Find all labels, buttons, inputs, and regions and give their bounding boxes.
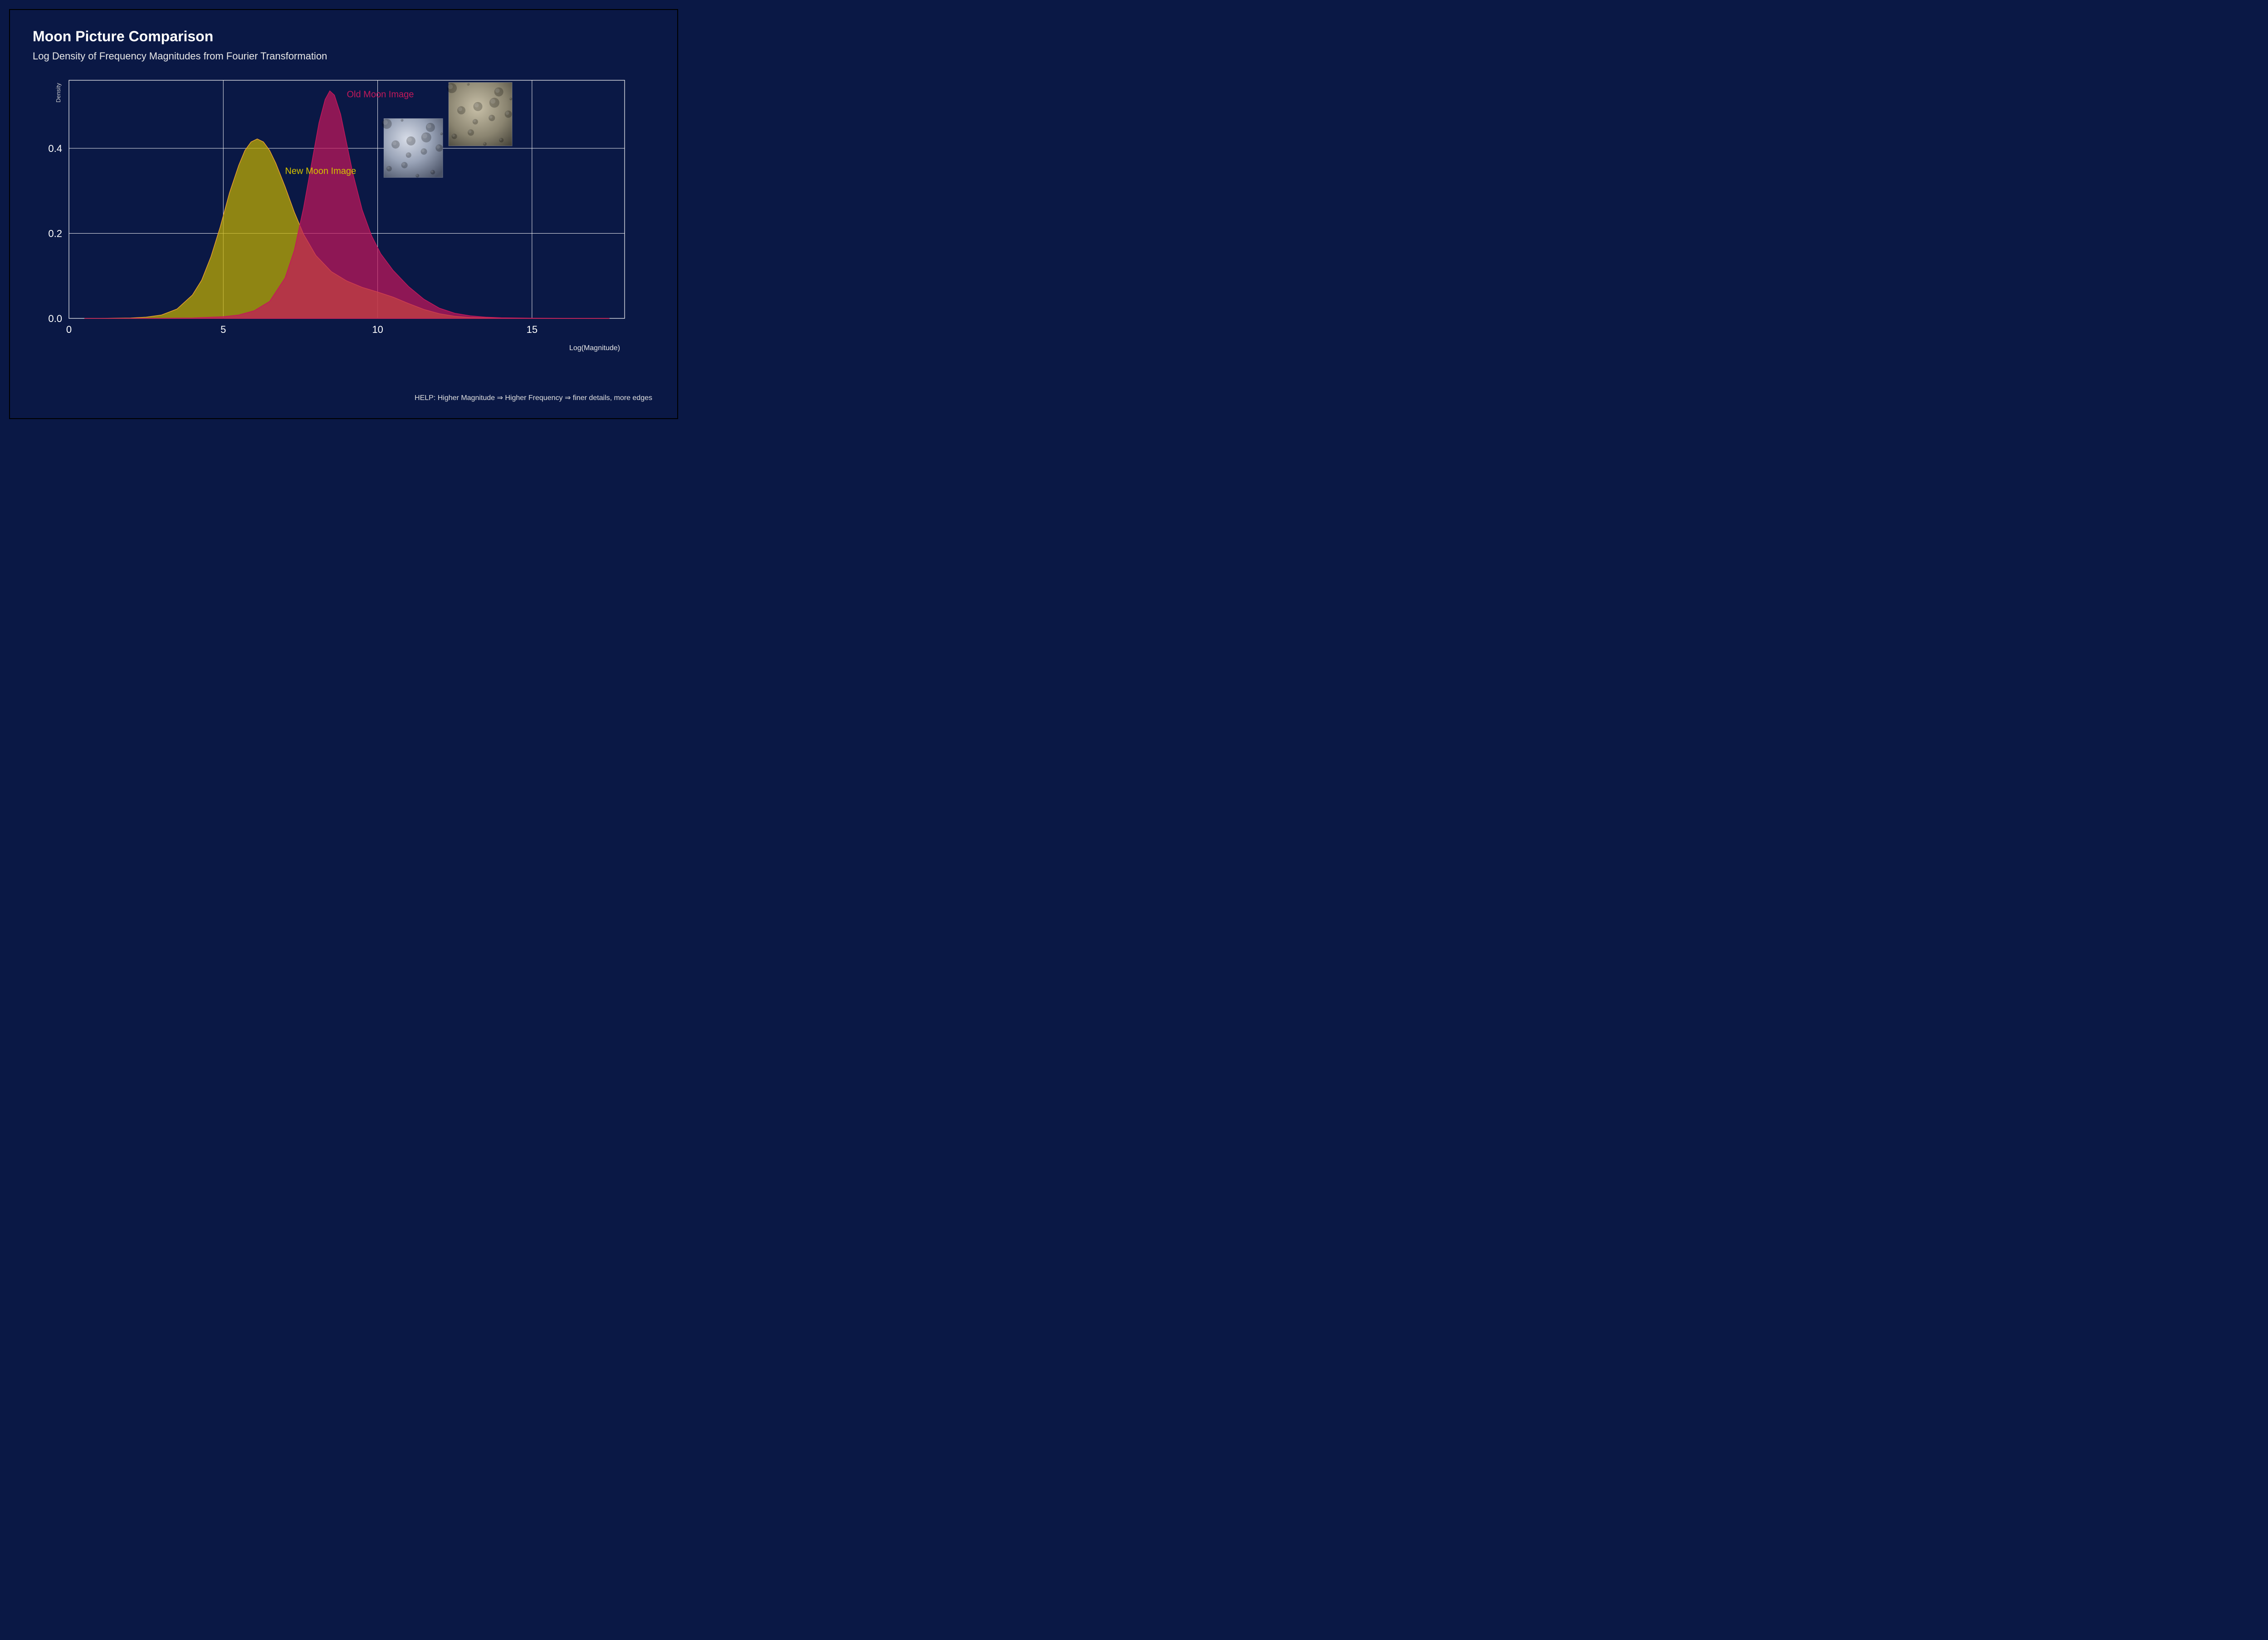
help-text: HELP: Higher Magnitude ⇒ Higher Frequenc… [415, 393, 652, 402]
x-tick-label: 0 [66, 324, 72, 335]
x-axis-label: Log(Magnitude) [569, 344, 620, 352]
old_moon-density [84, 91, 609, 318]
x-tick-label: 5 [220, 324, 226, 335]
new-moon-thumbnail [382, 118, 443, 177]
x-tick-label: 10 [372, 324, 383, 335]
y-tick-label: 0.2 [48, 228, 62, 239]
old_moon-label: Old Moon Image [347, 90, 414, 100]
old-moon-thumbnail [447, 83, 512, 146]
y-tick-label: 0.4 [48, 143, 62, 154]
y-axis-label: Density [55, 83, 62, 102]
x-tick-label: 15 [527, 324, 538, 335]
y-tick-label: 0.0 [48, 313, 62, 324]
new_moon-label: New Moon Image [285, 166, 356, 176]
density-plot: 0 5 10 15 0.0 0.2 0.4 Log(Magnitude) New Moon Im… [10, 10, 679, 420]
chart-frame: Moon Picture Comparison Log Density of F… [9, 9, 678, 419]
